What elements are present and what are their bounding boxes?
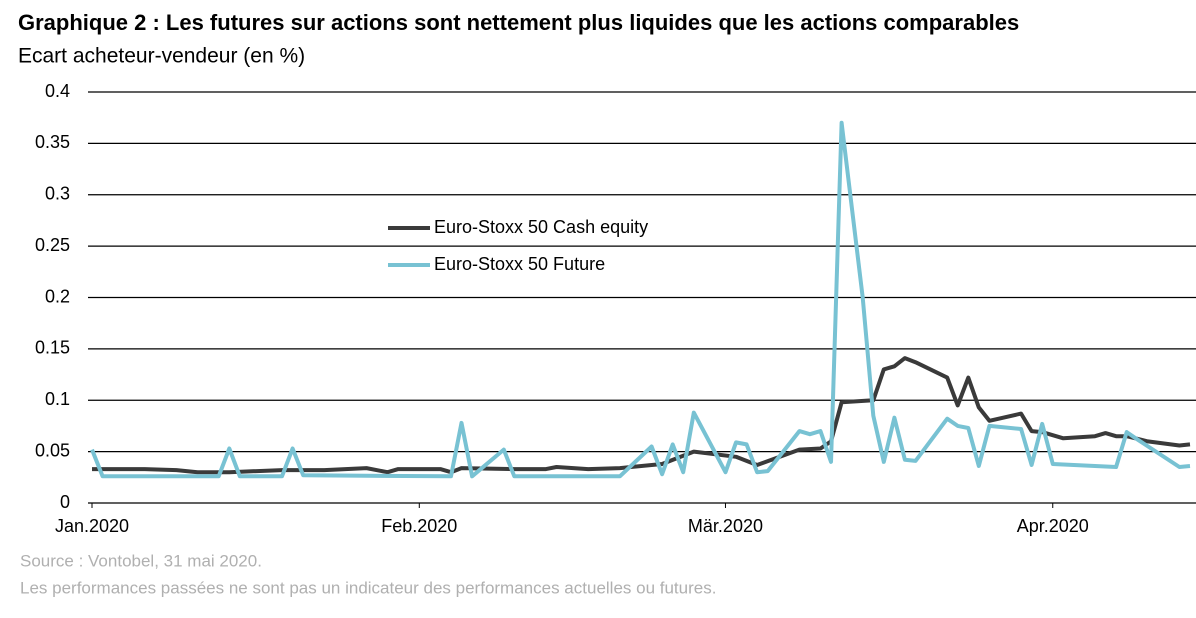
y-tick-label: 0.1 [45,389,70,409]
source: Source : Vontobel, 31 mai 2020. [20,551,262,570]
y-tick-label: 0.4 [45,81,70,101]
y-tick-label: 0.2 [45,286,70,306]
y-tick-label: 0.05 [35,440,70,460]
y-tick-label: 0.15 [35,338,70,358]
chart-subtitle: Ecart acheteur-vendeur (en %) [18,45,305,68]
x-tick-label: Mär.2020 [688,516,763,536]
chart-title: Graphique 2 : Les futures sur actions so… [18,10,1019,35]
x-tick-label: Feb.2020 [381,516,457,536]
x-tick-label: Jan.2020 [55,516,129,536]
y-tick-label: 0.35 [35,132,70,152]
note: Les performances passées ne sont pas un … [20,578,716,597]
series-line [92,356,1191,475]
y-tick-label: 0.25 [35,235,70,255]
y-tick-label: 0 [60,492,70,512]
legend-label: Euro-Stoxx 50 Future [434,254,605,274]
series-line [90,120,1191,479]
x-tick-label: Apr.2020 [1017,516,1089,536]
y-tick-label: 0.3 [45,184,70,204]
legend-label: Euro-Stoxx 50 Cash equity [434,217,648,237]
